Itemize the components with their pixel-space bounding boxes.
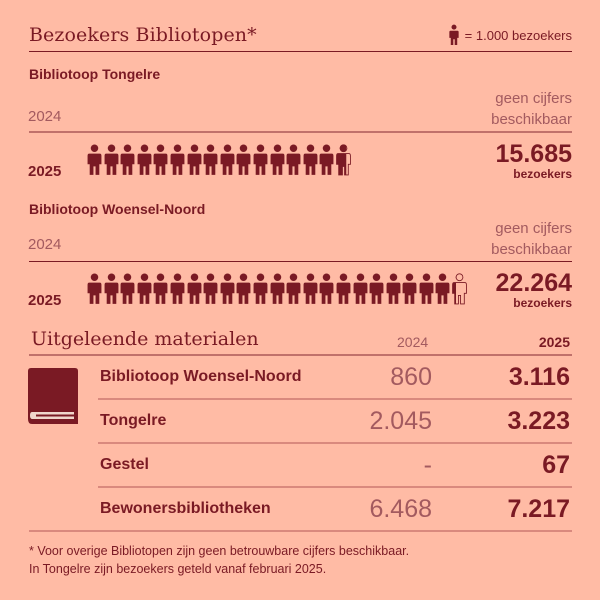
visitor-count-tongelre: 15.685 bbox=[495, 140, 572, 168]
person-icon bbox=[87, 144, 102, 175]
location-title-woensel-noord: Bibliotoop Woensel-Noord bbox=[29, 201, 206, 217]
person-icon bbox=[203, 273, 218, 304]
divider bbox=[98, 398, 572, 400]
person-icon bbox=[369, 273, 384, 304]
no-data-line1: geen cijfers bbox=[495, 220, 572, 237]
person-icon bbox=[236, 144, 251, 175]
materials-row-label: Bewonersbibliotheken bbox=[100, 500, 271, 517]
divider bbox=[98, 442, 572, 444]
materials-value-2024: 6.468 bbox=[369, 495, 432, 523]
person-icon bbox=[303, 273, 318, 304]
person-icon bbox=[220, 144, 235, 175]
person-icon bbox=[270, 144, 284, 175]
materials-value-2025: 67 bbox=[542, 451, 570, 479]
person-icon bbox=[436, 273, 450, 304]
person-icon bbox=[236, 273, 251, 304]
person-icon bbox=[319, 273, 334, 304]
person-icon bbox=[137, 273, 152, 304]
visitor-count-woensel-noord: 22.264 bbox=[495, 269, 572, 297]
materials-value-2024: - bbox=[423, 451, 432, 479]
no-data-text: geen cijfers beschikbaar bbox=[491, 218, 572, 260]
person-icon bbox=[286, 144, 301, 175]
person-icon bbox=[319, 144, 334, 175]
materials-value-2024: 860 bbox=[390, 363, 432, 391]
location-title-tongelre: Bibliotoop Tongelre bbox=[29, 66, 161, 82]
year-2025-label: 2025 bbox=[28, 292, 62, 309]
materials-value-2025: 3.223 bbox=[507, 407, 570, 435]
column-header-2024: 2024 bbox=[397, 334, 429, 350]
person-icon bbox=[336, 144, 351, 176]
person-icon bbox=[353, 273, 367, 304]
person-icon bbox=[170, 144, 185, 175]
visitor-icons-woensel-noord bbox=[87, 273, 467, 305]
column-header-2025: 2025 bbox=[538, 334, 570, 350]
book-icon bbox=[28, 368, 78, 424]
person-icon bbox=[402, 273, 417, 304]
materials-value-2024: 2.045 bbox=[369, 407, 432, 435]
materials-row-label: Tongelre bbox=[100, 412, 167, 429]
legend: = 1.000 bezoekers bbox=[449, 24, 572, 46]
legend-text: = 1.000 bezoekers bbox=[464, 27, 572, 43]
year-2025-label: 2025 bbox=[28, 163, 62, 180]
footnote-line1: * Voor overige Bibliotopen zijn geen bet… bbox=[29, 544, 410, 558]
divider bbox=[29, 131, 572, 133]
person-icon bbox=[286, 273, 301, 304]
person-icon bbox=[153, 273, 168, 304]
section-title-materials: Uitgeleende materialen bbox=[31, 328, 259, 350]
person-icon bbox=[104, 273, 119, 304]
visitor-unit: bezoekers bbox=[513, 167, 572, 181]
title-divider bbox=[29, 51, 572, 52]
person-icon bbox=[187, 144, 201, 175]
person-icon bbox=[452, 273, 467, 305]
person-icon bbox=[203, 144, 218, 175]
person-icon bbox=[253, 144, 268, 175]
year-2024-label: 2024 bbox=[28, 108, 62, 125]
divider bbox=[29, 530, 572, 532]
person-icon bbox=[449, 24, 459, 45]
no-data-line1: geen cijfers bbox=[495, 90, 572, 107]
divider bbox=[29, 354, 572, 356]
year-2024-label: 2024 bbox=[28, 236, 62, 253]
no-data-line2: beschikbaar bbox=[491, 241, 572, 258]
footnote-line2: In Tongelre zijn bezoekers geteld vanaf … bbox=[29, 562, 327, 576]
person-icon bbox=[120, 273, 135, 304]
materials-value-2025: 3.116 bbox=[508, 363, 570, 391]
person-icon bbox=[153, 144, 168, 175]
materials-row-label: Gestel bbox=[100, 456, 149, 473]
person-icon bbox=[336, 273, 351, 304]
person-icon bbox=[120, 144, 135, 175]
footnote: * Voor overige Bibliotopen zijn geen bet… bbox=[29, 542, 409, 578]
person-icon bbox=[187, 273, 201, 304]
person-icon bbox=[303, 144, 318, 175]
materials-value-2025: 7.217 bbox=[507, 495, 570, 523]
person-icon bbox=[270, 273, 284, 304]
no-data-text: geen cijfers beschikbaar bbox=[491, 88, 572, 130]
no-data-line2: beschikbaar bbox=[491, 111, 572, 128]
visitor-icons-tongelre bbox=[87, 144, 351, 176]
visitor-unit: bezoekers bbox=[513, 296, 572, 310]
person-icon bbox=[419, 273, 434, 304]
divider bbox=[98, 486, 572, 488]
divider bbox=[29, 261, 572, 262]
person-icon bbox=[87, 273, 102, 304]
person-icon bbox=[253, 273, 268, 304]
page-title: Bezoekers Bibliotopen* bbox=[29, 24, 257, 46]
person-icon bbox=[386, 273, 401, 304]
person-icon bbox=[170, 273, 185, 304]
person-icon bbox=[220, 273, 235, 304]
materials-row-label: Bibliotoop Woensel-Noord bbox=[100, 368, 302, 385]
person-icon bbox=[137, 144, 152, 175]
person-icon bbox=[104, 144, 119, 175]
